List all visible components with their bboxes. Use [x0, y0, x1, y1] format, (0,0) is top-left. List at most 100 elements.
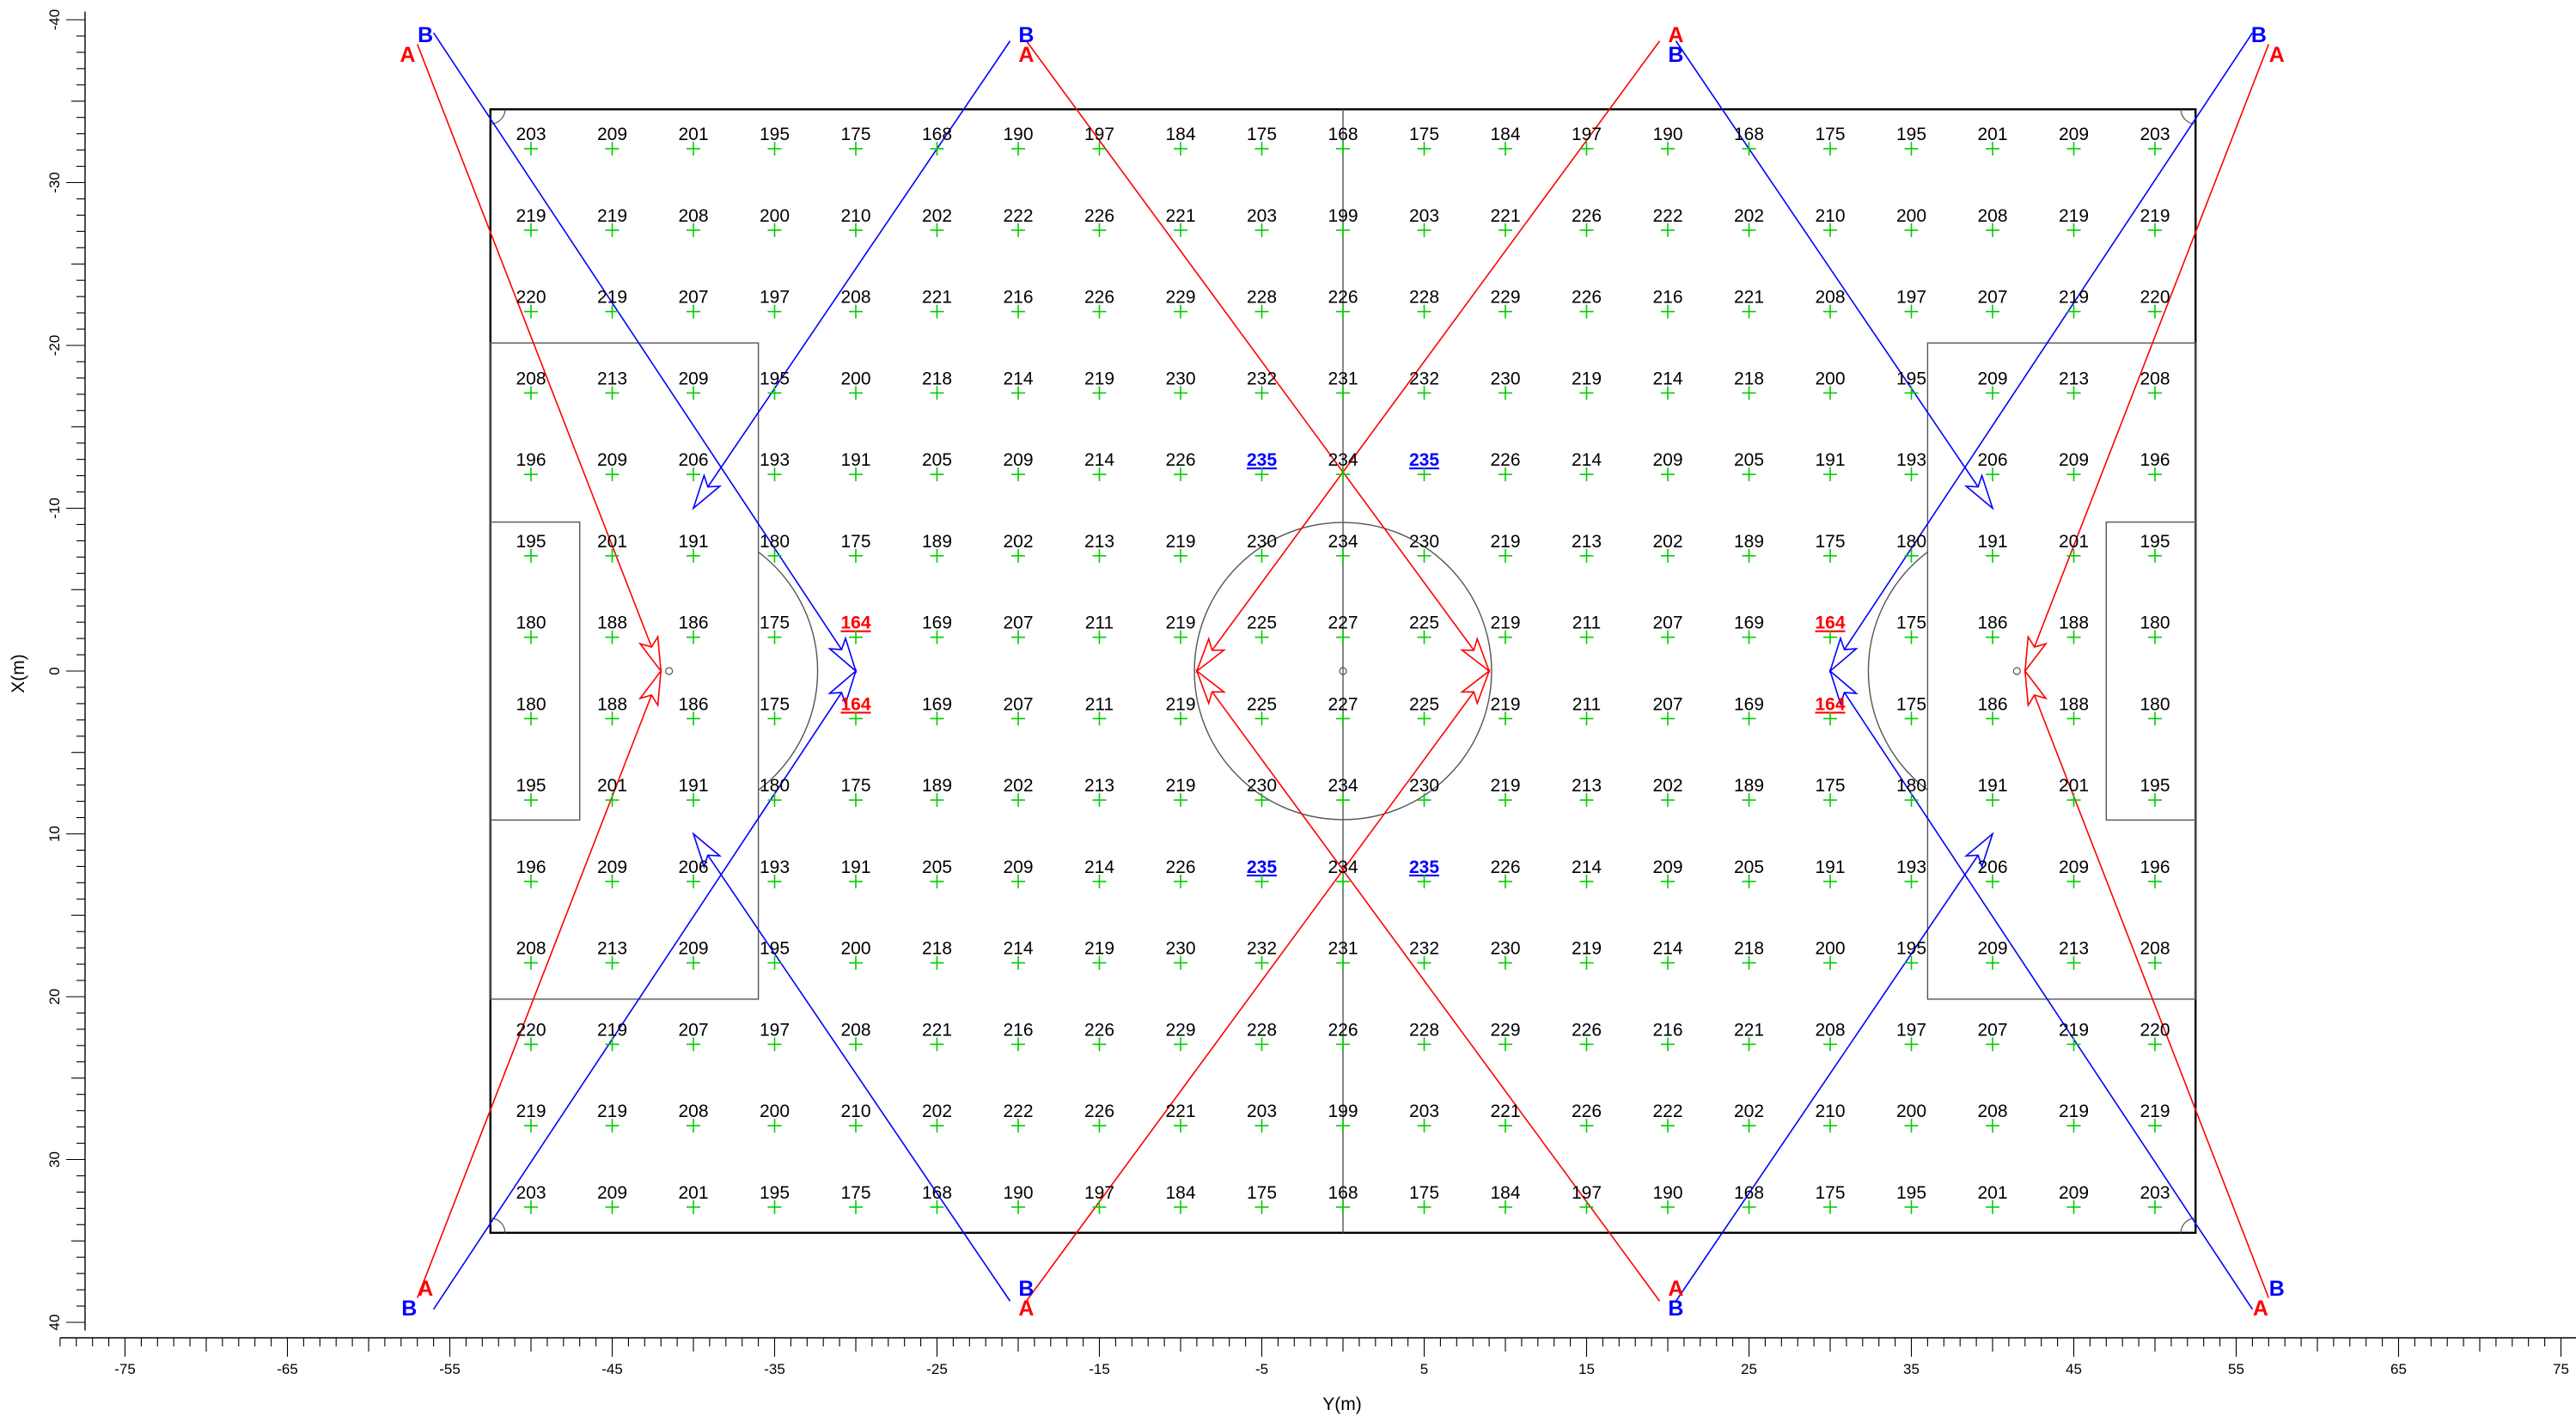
grid-value: 196: [516, 450, 546, 470]
grid-value: 195: [760, 1183, 790, 1203]
left-penalty-spot: [665, 667, 674, 675]
grid-value: 225: [1409, 694, 1439, 714]
pole-label: A: [1018, 43, 1034, 67]
grid-value: 199: [1328, 1102, 1358, 1121]
grid-value: 201: [597, 776, 627, 796]
grid-value: 200: [1896, 1102, 1926, 1121]
grid-value: 168: [1734, 125, 1764, 144]
y-axis-ruler: -75 -65 -55 -45 -35 -25 -15 -5 5 15 25 35 45 55 65 75: [59, 1337, 2576, 1377]
pole-label: A: [1668, 23, 1683, 47]
grid-value: 210: [840, 206, 870, 226]
aim-arrowhead-1: [638, 634, 662, 674]
grid-value: 230: [1490, 369, 1520, 388]
grid-value: 230: [1409, 532, 1439, 552]
grid-value: 203: [1409, 206, 1439, 226]
grid-value: 221: [1165, 1102, 1195, 1121]
grid-value: 202: [1734, 206, 1764, 226]
aim-line-12: [1675, 833, 1993, 1302]
grid-value: 214: [1652, 939, 1682, 959]
grid-value: 232: [1409, 939, 1439, 959]
grid-value: 209: [597, 858, 627, 877]
grid-value: 213: [1572, 776, 1602, 796]
grid-value: 219: [2059, 1020, 2089, 1040]
grid-value: 226: [1490, 450, 1520, 470]
x-axis-ruler: -40 -30 -20 -10 0 10 20 30 40: [46, 9, 86, 1331]
grid-value: 214: [1572, 858, 1602, 877]
grid-value: 219: [1165, 776, 1195, 796]
grid-value: 219: [516, 1102, 546, 1121]
ruler-tick-label: 40: [46, 1315, 63, 1331]
grid-value: 221: [1734, 1020, 1764, 1040]
aim-line-4: [432, 670, 857, 1310]
ruler-tick-label: -30: [46, 172, 63, 193]
grid-value: 211: [1085, 613, 1114, 633]
grid-value: 205: [922, 450, 952, 470]
grid-value: 219: [597, 1020, 627, 1040]
grid-value: 219: [1165, 532, 1195, 552]
grid-value: 205: [1734, 858, 1764, 877]
grid-value: 209: [2059, 450, 2089, 470]
grid-value: 203: [1409, 1102, 1439, 1121]
grid-value: 201: [2059, 532, 2089, 552]
grid-value: 200: [1815, 939, 1845, 959]
aim-line-15: [2024, 44, 2270, 672]
grid-value: 201: [2059, 776, 2089, 796]
grid-value: 226: [1572, 1102, 1602, 1121]
right-penalty-box: [1926, 342, 2196, 1000]
vertical-axis-title: X(m): [9, 654, 28, 693]
grid-value: 209: [1003, 858, 1033, 877]
grid-value: 191: [1815, 450, 1845, 470]
grid-value: 219: [516, 206, 546, 226]
aim-arrowhead-14: [1828, 668, 1859, 706]
grid-value: 222: [1652, 206, 1682, 226]
pole-label: B: [1018, 1277, 1034, 1301]
aim-arrowhead-11: [1963, 473, 1994, 510]
grid-value: 221: [922, 288, 952, 308]
grid-value: 228: [1409, 1020, 1439, 1040]
aim-line-7: [1025, 40, 1490, 672]
grid-value: 208: [840, 1020, 870, 1040]
grid-value: 216: [1652, 288, 1682, 308]
pole-label: A: [2269, 43, 2285, 67]
grid-value: 200: [840, 939, 870, 959]
grid-value: 175: [840, 1183, 870, 1203]
grid-value: 188: [2059, 694, 2089, 714]
grid-value: 216: [1003, 1020, 1033, 1040]
grid-value: 219: [1572, 939, 1602, 959]
grid-value: 227: [1328, 694, 1358, 714]
pole-label: A: [2253, 1297, 2268, 1321]
grid-value: 216: [1652, 1020, 1682, 1040]
aim-arrowhead-9: [1195, 636, 1226, 674]
aim-arrowhead-8: [1460, 668, 1491, 706]
ruler-tick-label: 45: [2066, 1361, 2082, 1377]
grid-value: 219: [2059, 206, 2089, 226]
grid-value: 213: [2059, 939, 2089, 959]
grid-value: 175: [840, 532, 870, 552]
grid-value: 229: [1165, 288, 1195, 308]
grid-value: 202: [1003, 776, 1033, 796]
grid-value: 207: [1652, 613, 1682, 633]
grid-value: 209: [2059, 858, 2089, 877]
grid-value: 209: [597, 450, 627, 470]
grid-value: 195: [1896, 1183, 1926, 1203]
center-circle: [1193, 522, 1492, 821]
grid-value: 206: [1977, 858, 2007, 877]
grid-value: 180: [2140, 613, 2170, 633]
grid-value: 208: [678, 1102, 708, 1121]
right-penalty-arc: [1867, 551, 1928, 791]
grid-value: 221: [922, 1020, 952, 1040]
pole-label: B: [2269, 1277, 2285, 1301]
grid-value: 221: [1490, 206, 1520, 226]
grid-value: 210: [1815, 1102, 1845, 1121]
pole-label: B: [1668, 43, 1683, 67]
grid-value: 219: [1084, 939, 1114, 959]
grid-value: 207: [1977, 288, 2007, 308]
grid-value: 209: [597, 125, 627, 144]
grid-value: 200: [840, 369, 870, 388]
grid-value: 221: [1165, 206, 1195, 226]
grid-value: 201: [1977, 1183, 2007, 1203]
aim-arrowhead-7: [1460, 636, 1491, 674]
grid-value: 180: [516, 613, 546, 633]
grid-value: 202: [922, 206, 952, 226]
